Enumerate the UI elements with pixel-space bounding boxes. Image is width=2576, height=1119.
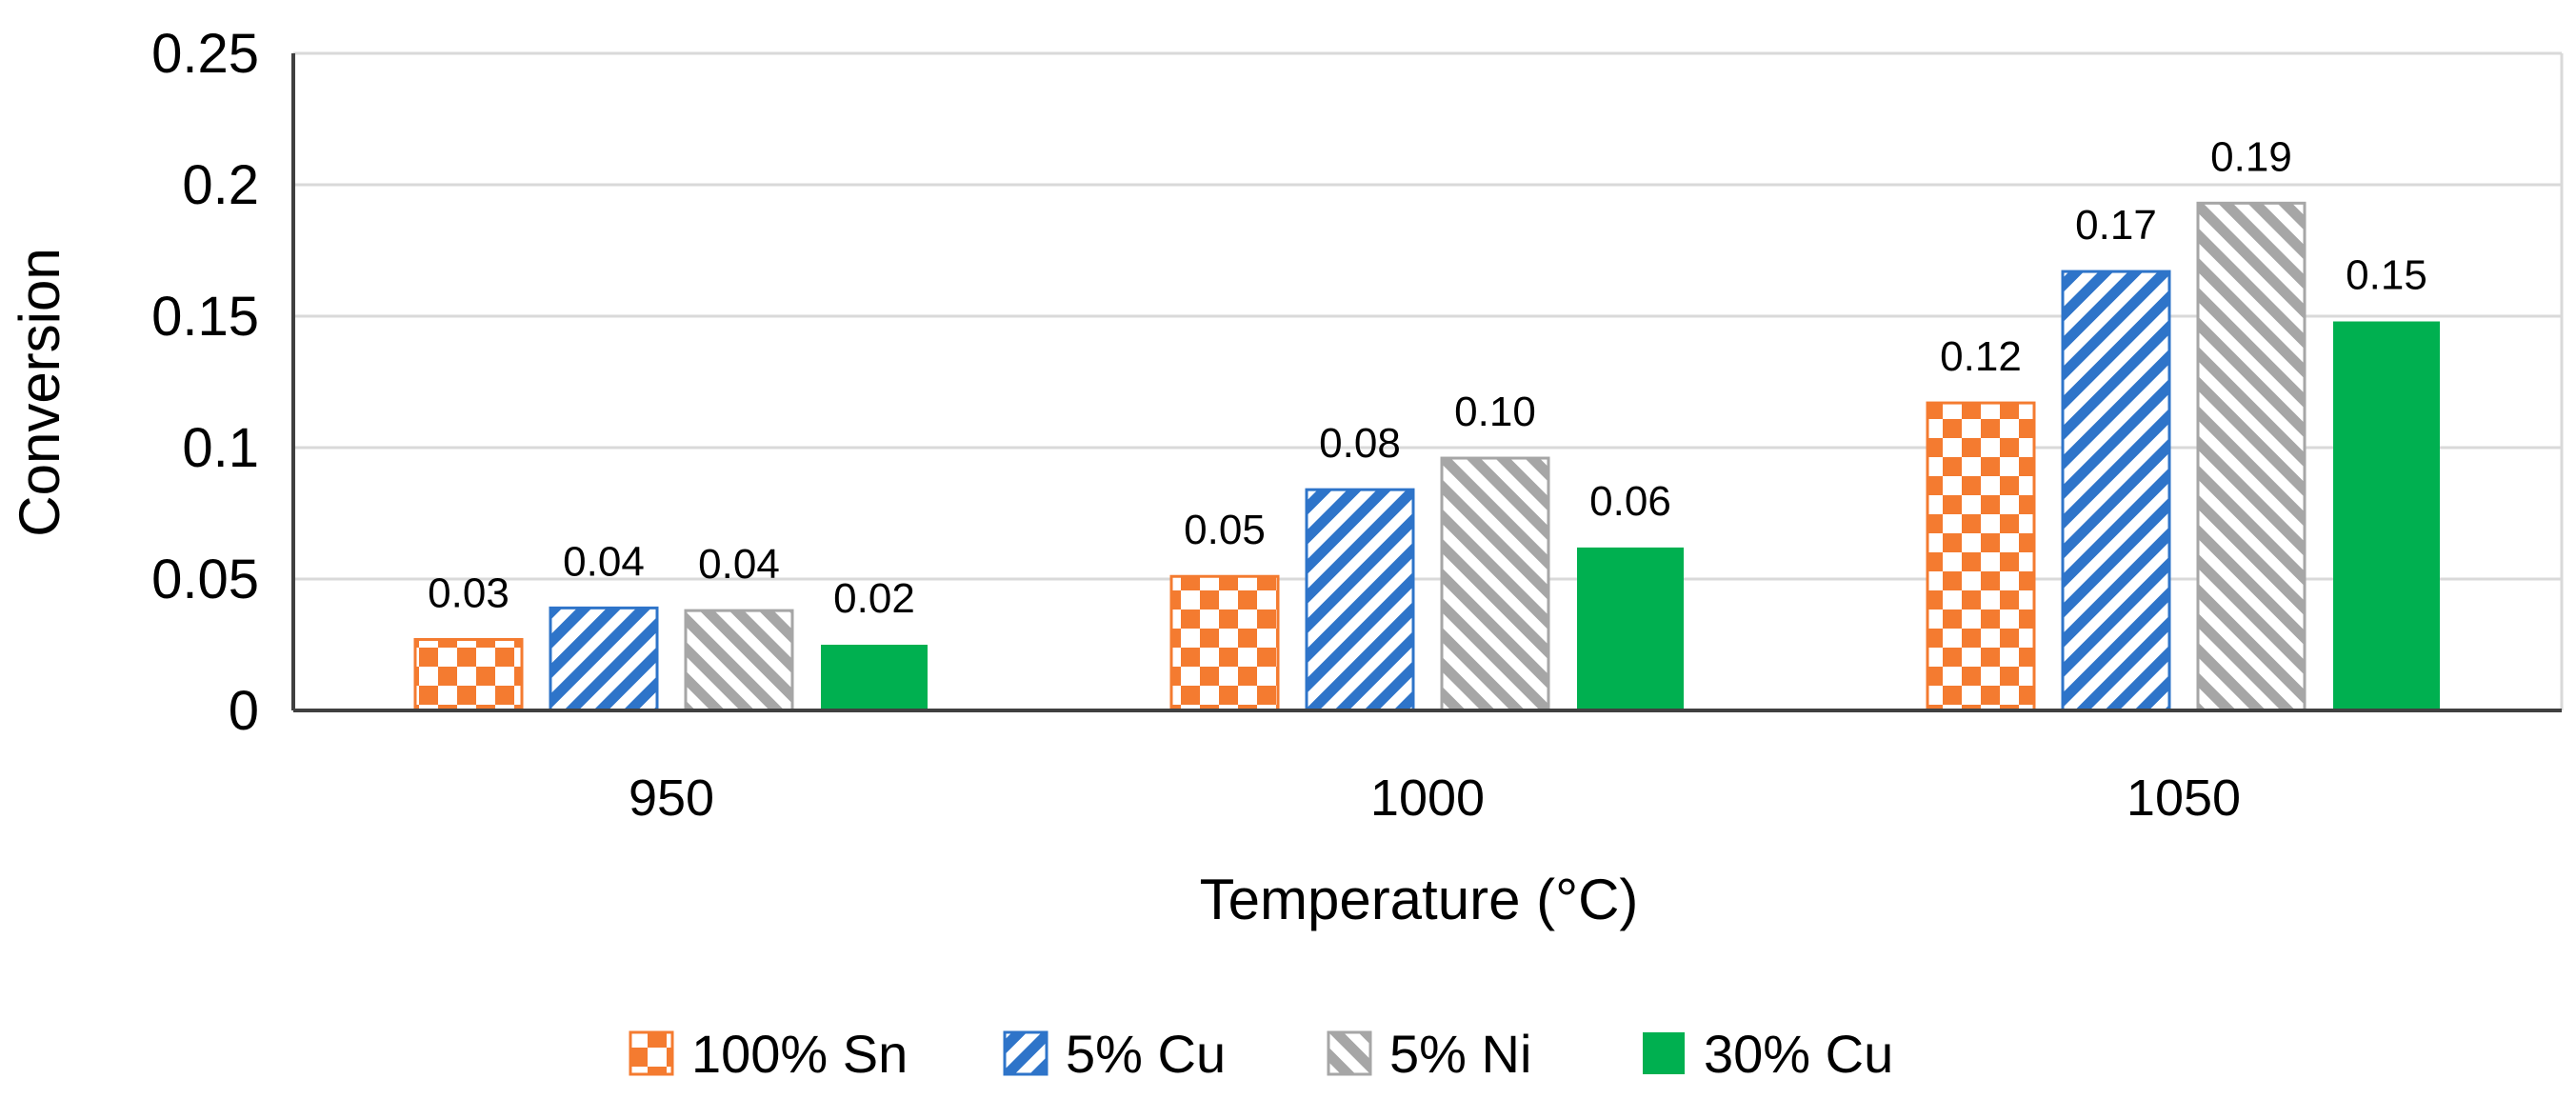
legend-label: 5% Ni (1389, 1024, 1531, 1084)
legend-swatch (1327, 1030, 1372, 1076)
bar-5-cu-1050 (2061, 270, 2171, 712)
bar-30-cu-1050 (2333, 321, 2440, 710)
data-label: 0.12 (1940, 333, 2022, 380)
x-tick-label: 1050 (2127, 769, 2241, 827)
legend-label: 100% Sn (691, 1024, 908, 1084)
data-label: 0.04 (698, 541, 780, 588)
bar-5-cu-950 (549, 606, 659, 712)
x-tick-label: 950 (629, 769, 714, 827)
y-tick-label: 0.15 (151, 286, 259, 348)
legend-swatch (629, 1030, 674, 1076)
bar-5-ni-1050 (2196, 201, 2306, 712)
legend: 100% Sn 5% Cu 5% Ni 30% Cu (629, 1024, 1893, 1084)
bar-30-cu-1000 (1577, 547, 1684, 710)
data-label: 0.17 (2075, 202, 2157, 249)
y-tick-label: 0.05 (151, 549, 259, 610)
data-label: 0.06 (1589, 478, 1671, 525)
data-labels: 0.03 0.04 0.04 0.02 0.05 0.08 0.10 0.06 0.12 0.17… (428, 133, 2427, 622)
y-tick-label: 0.25 (151, 23, 259, 85)
legend-swatch (1003, 1030, 1048, 1076)
bar-5-ni-1000 (1440, 456, 1550, 712)
gridlines (293, 51, 2564, 710)
x-axis-label: Temperature (°C) (1200, 868, 1639, 931)
bar-100-sn-1000 (1169, 574, 1280, 712)
legend-label: 5% Cu (1066, 1024, 1226, 1084)
bar-30-cu-950 (821, 645, 928, 710)
x-tick-label: 1000 (1370, 769, 1485, 827)
y-tick-label: 0.1 (182, 417, 259, 479)
data-label: 0.19 (2210, 133, 2292, 180)
legend-label: 30% Cu (1704, 1024, 1893, 1084)
data-label: 0.04 (563, 538, 645, 585)
legend-item: 30% Cu (1643, 1024, 1893, 1084)
data-label: 0.15 (2346, 252, 2427, 299)
legend-item: 100% Sn (629, 1024, 908, 1084)
y-tick-label: 0 (229, 680, 259, 742)
bar-100-sn-1050 (1926, 401, 2036, 712)
data-label: 0.05 (1184, 507, 1266, 553)
axes: 0 0.05 0.1 0.15 0.2 0.25 950 1000 1050 (151, 23, 2562, 827)
y-tick-label: 0.2 (182, 154, 259, 216)
bars (413, 201, 2440, 712)
legend-item: 5% Ni (1327, 1024, 1531, 1084)
data-label: 0.08 (1319, 420, 1401, 467)
bar-100-sn-950 (413, 637, 524, 712)
legend-swatch (1643, 1032, 1685, 1074)
legend-item: 5% Cu (1003, 1024, 1226, 1084)
bar-5-ni-950 (684, 609, 794, 712)
bar-5-cu-1000 (1305, 488, 1415, 712)
data-label: 0.03 (428, 569, 509, 616)
data-label: 0.10 (1454, 389, 1536, 435)
y-axis-label: Conversion (8, 248, 71, 537)
data-label: 0.02 (833, 575, 915, 622)
